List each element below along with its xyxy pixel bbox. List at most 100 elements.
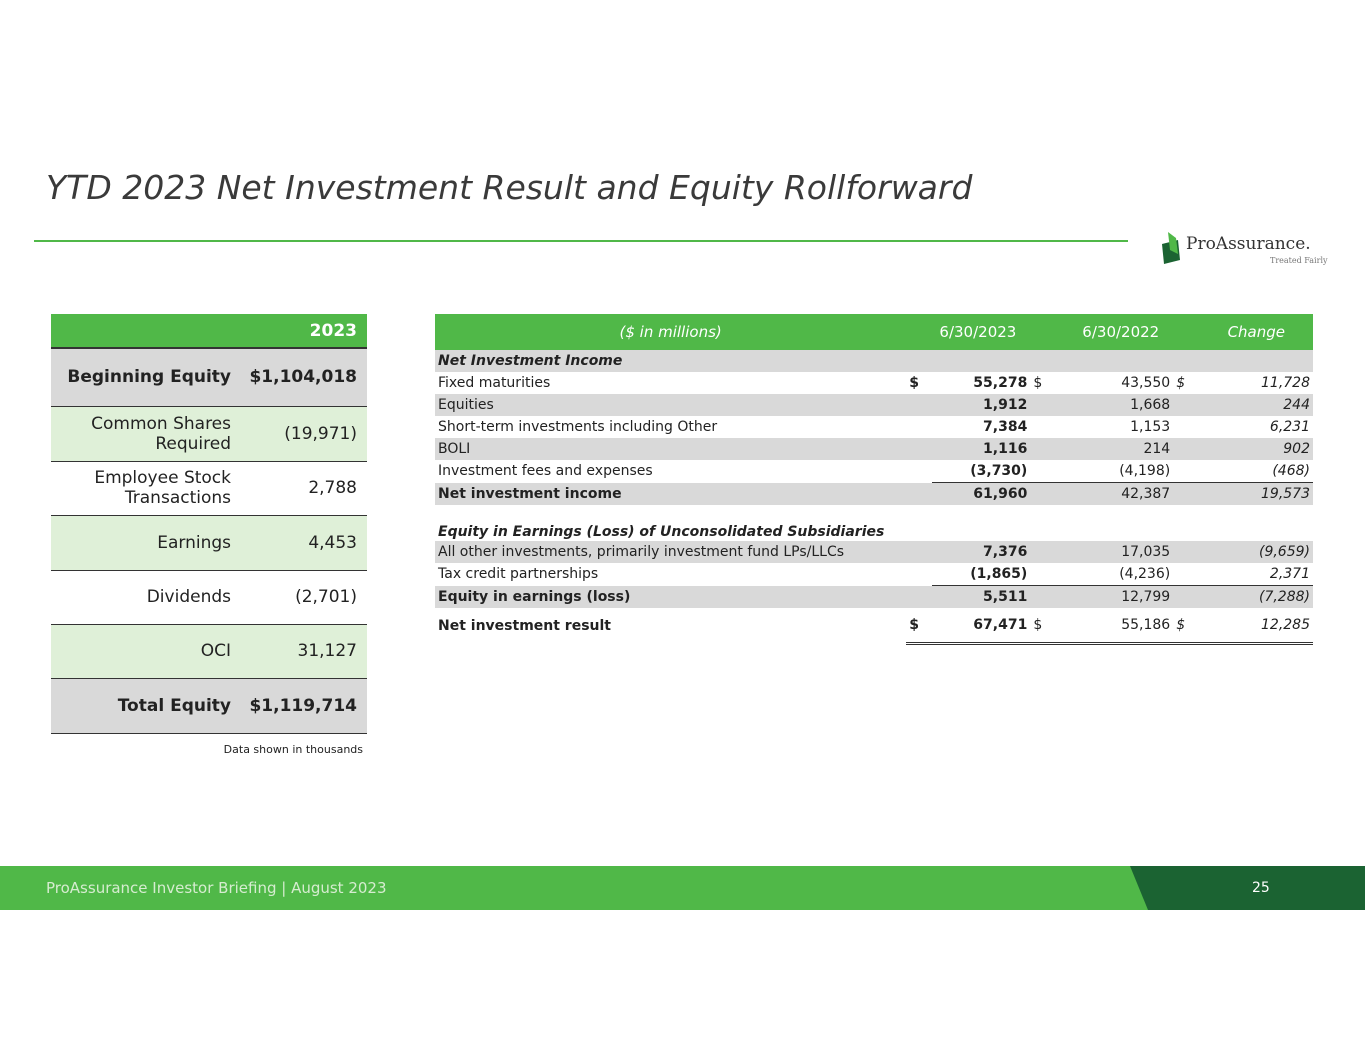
value-2023: 7,376 [931, 541, 1031, 563]
section-heading: Net Investment Income [435, 350, 1313, 372]
table-row: Dividends (2,701) [51, 570, 367, 625]
row-label: Net investment result [438, 617, 611, 634]
dollar-sign [1030, 416, 1056, 438]
dollar-sign: $ [1030, 608, 1056, 645]
row-label: OCI [51, 624, 241, 679]
row-label: Total Equity [51, 678, 241, 734]
value-2023: 67,471 [931, 608, 1031, 645]
row-value: $1,104,018 [241, 348, 367, 407]
row-label: Fixed maturities [438, 375, 551, 391]
table-row: All other investments, primarily investm… [435, 541, 1313, 563]
dollar-sign [1030, 585, 1056, 608]
row-label: Common Shares Required [51, 406, 241, 462]
table-row: Net investment income 61,960 42,387 19,573 [435, 482, 1313, 505]
row-label: All other investments, primarily investm… [435, 541, 907, 563]
dollar-sign [1030, 563, 1056, 586]
dollar-sign [1173, 394, 1199, 416]
value-2022: 55,186 [1055, 608, 1174, 645]
table-row: Tax credit partnerships (1,865) (4,236) 2,3… [435, 563, 1313, 586]
proassurance-logo: ProAssurance. Treated Fairly [1158, 230, 1338, 270]
dollar-sign [1030, 394, 1056, 416]
dollar-sign [906, 416, 932, 438]
dollar-sign [1173, 460, 1198, 483]
dollar-sign [1030, 460, 1056, 483]
title-divider [34, 240, 1128, 242]
value-2023: 5,511 [931, 585, 1031, 608]
row-label: Dividends [51, 570, 241, 625]
header-row: ($ in millions) 6/30/2023 6/30/2022 Chan… [435, 314, 1313, 350]
value-2023: (3,730) [970, 463, 1028, 479]
footer-bar: ProAssurance Investor Briefing | August … [0, 866, 1365, 910]
final-row: Net investment result $ 67,471 $ 55,186 … [435, 608, 1313, 645]
row-label: Equities [435, 394, 907, 416]
footer-text: ProAssurance Investor Briefing | August … [46, 879, 387, 897]
table-row: Equity in earnings (loss) 5,511 12,799 (7,2… [435, 585, 1313, 608]
dollar-sign [1173, 482, 1199, 505]
row-value: (2,701) [241, 570, 367, 625]
table-row: Earnings 4,453 [51, 515, 367, 571]
value-change: 11,728 [1261, 375, 1310, 391]
col-header-2023: 6/30/2023 [906, 314, 1031, 350]
section-heading: Equity in Earnings (Loss) of Unconsolida… [438, 524, 885, 540]
row-value: 2,788 [241, 461, 367, 516]
footer-accent [1130, 866, 1365, 910]
row-label: Tax credit partnerships [438, 566, 599, 583]
page-title: YTD 2023 Net Investment Result and Equit… [46, 168, 973, 207]
logo-mark-icon [1162, 232, 1180, 264]
table-row: Equities 1,912 1,668 244 [435, 394, 1313, 416]
dollar-sign [1030, 438, 1056, 460]
table-row: OCI 31,127 [51, 624, 367, 679]
value-change: (9,659) [1198, 541, 1313, 563]
value-2022: 1,153 [1130, 419, 1171, 435]
value-change: 2,371 [1269, 566, 1310, 582]
value-2022: (4,236) [1119, 566, 1171, 582]
dollar-sign [1173, 541, 1199, 563]
dollar-sign [906, 541, 932, 563]
row-label: Earnings [51, 515, 241, 571]
value-2023: 61,960 [931, 482, 1031, 505]
value-2022: 17,035 [1055, 541, 1174, 563]
dollar-sign [1030, 482, 1056, 505]
dollar-sign [1173, 585, 1199, 608]
dollar-sign: $ [1173, 608, 1199, 645]
table-row: Total Equity $1,119,714 [51, 678, 367, 734]
value-2022: 12,799 [1055, 585, 1174, 608]
units-note: Data shown in thousands [223, 743, 363, 756]
value-2023: (1,865) [970, 566, 1028, 582]
value-2022: 42,387 [1055, 482, 1174, 505]
row-value: (19,971) [241, 406, 367, 462]
equity-year-header: 2023 [241, 314, 367, 349]
dollar-sign [1173, 438, 1199, 460]
row-label: BOLI [435, 438, 907, 460]
value-change: (7,288) [1198, 585, 1313, 608]
dollar-sign [1173, 416, 1198, 438]
table-row: Common Shares Required (19,971) [51, 406, 367, 462]
dollar-sign [906, 585, 932, 608]
row-value: $1,119,714 [241, 678, 367, 734]
row-value: 4,453 [241, 515, 367, 571]
value-2023: 1,116 [931, 438, 1031, 460]
dollar-sign [906, 482, 932, 505]
value-2022: 1,668 [1055, 394, 1174, 416]
table-row: Employee Stock Transactions 2,788 [51, 461, 367, 516]
logo-tagline: Treated Fairly [1270, 256, 1328, 265]
dollar-sign [906, 460, 932, 483]
table-row: BOLI 1,116 214 902 [435, 438, 1313, 460]
dollar-sign [906, 563, 932, 586]
table-row: Beginning Equity $1,104,018 [51, 348, 367, 407]
table-row: Fixed maturities $55,278 $43,550 $11,728 [435, 372, 1313, 394]
col-header-2022: 6/30/2022 [1030, 314, 1174, 350]
value-change: 6,231 [1269, 419, 1310, 435]
equity-rollforward-table: 2023 Beginning Equity $1,104,018 Common S… [51, 314, 367, 734]
row-label: Investment fees and expenses [438, 463, 653, 480]
row-label: Beginning Equity [51, 348, 241, 407]
value-change: (468) [1272, 463, 1310, 479]
value-change: 12,285 [1198, 608, 1313, 645]
row-label: Short-term investments including Other [438, 419, 718, 435]
value-change: 902 [1198, 438, 1313, 460]
logo-brand: ProAssurance. [1186, 234, 1311, 254]
value-2022: 214 [1055, 438, 1174, 460]
dollar-sign: $ [906, 608, 932, 645]
dollar-sign: $ [1033, 375, 1043, 391]
value-2022: (4,198) [1119, 463, 1171, 479]
